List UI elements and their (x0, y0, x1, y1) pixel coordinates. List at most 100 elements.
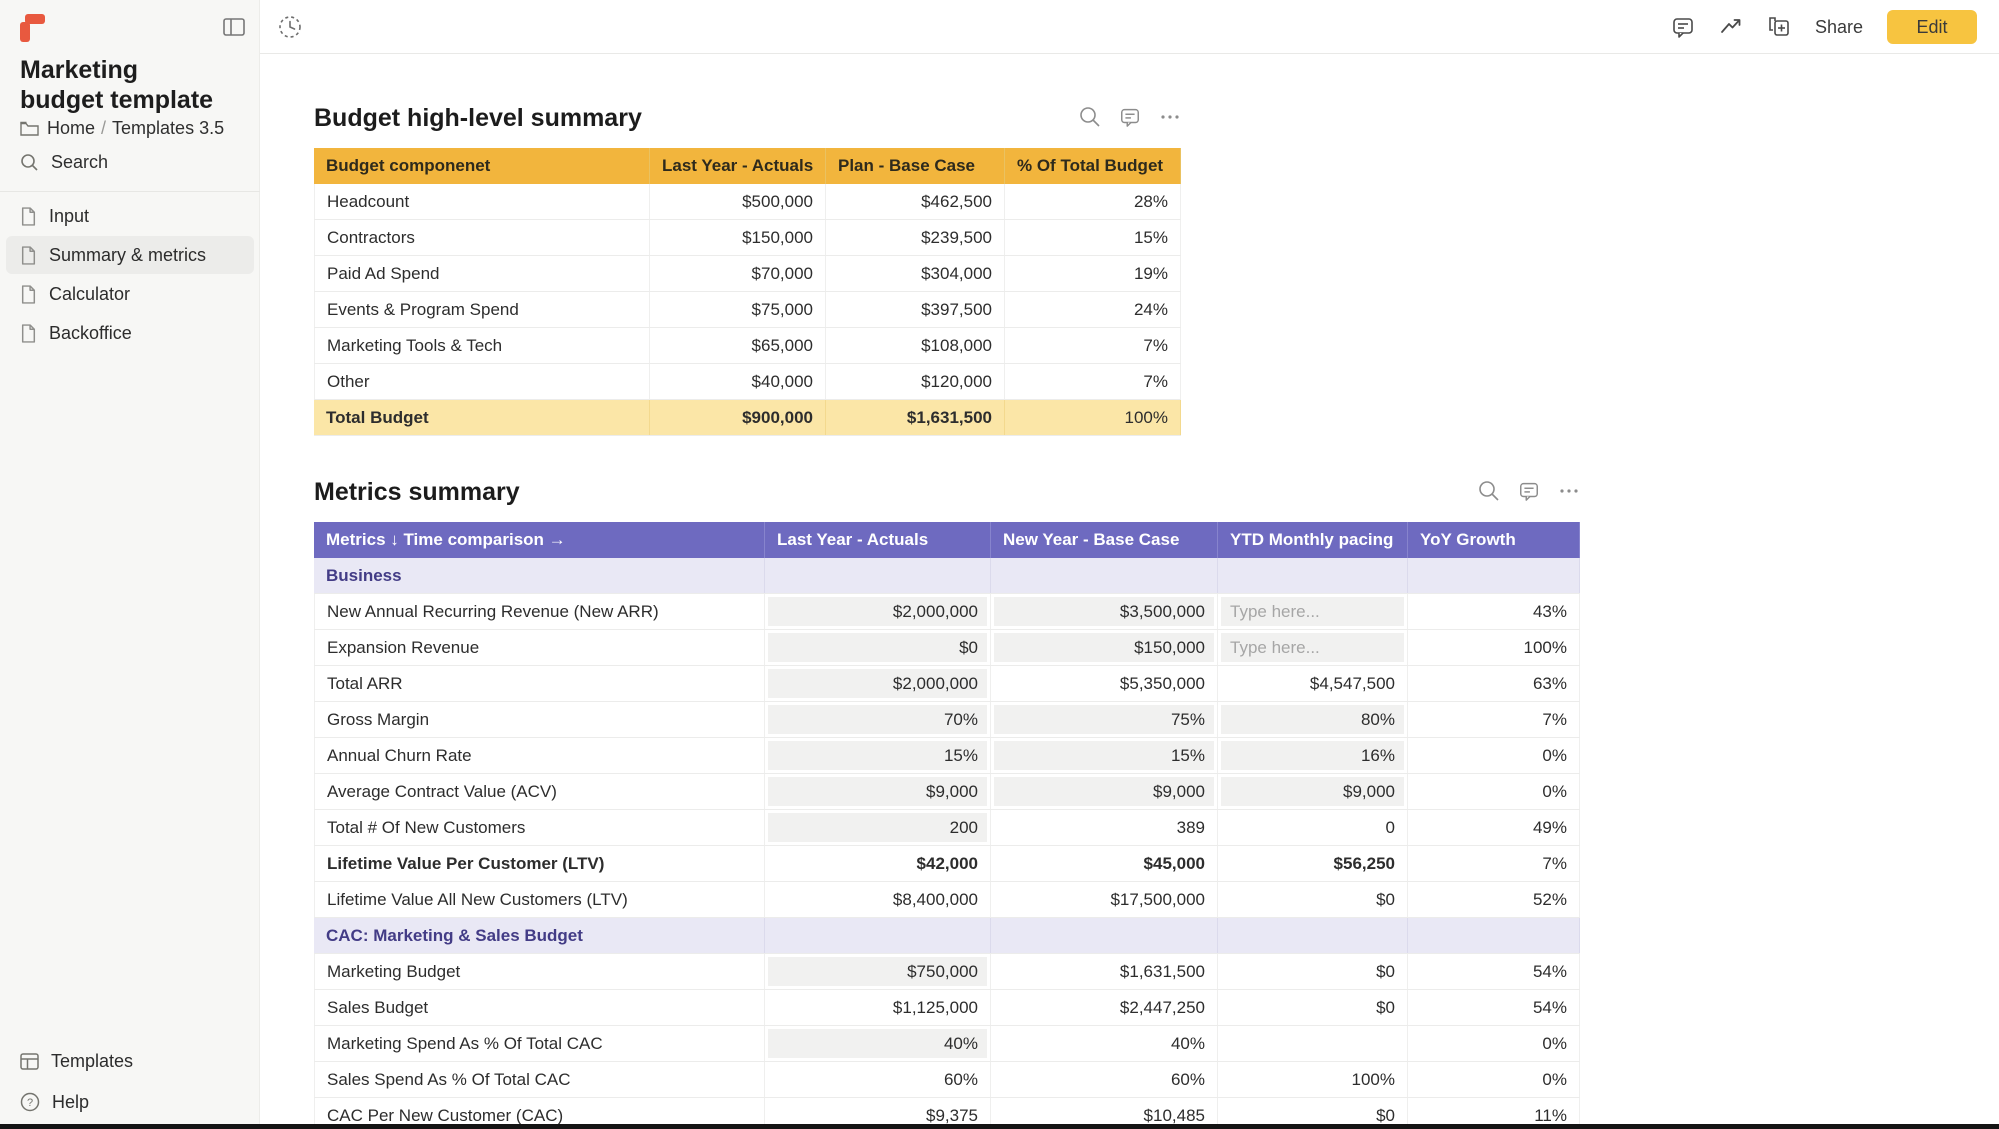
cell[interactable]: 0% (1408, 774, 1580, 809)
cell[interactable]: 100% (1408, 630, 1580, 665)
cell[interactable] (1218, 1026, 1408, 1061)
cell[interactable]: 19% (1005, 256, 1181, 291)
cell[interactable]: Lifetime Value Per Customer (LTV) (314, 846, 765, 881)
cell[interactable]: $750,000 (765, 954, 991, 989)
search-icon[interactable] (1079, 106, 1101, 128)
cell[interactable]: 40% (765, 1026, 991, 1061)
cell[interactable]: 70% (765, 702, 991, 737)
breadcrumb-path[interactable]: Templates 3.5 (112, 118, 225, 138)
cell[interactable]: $1,125,000 (765, 990, 991, 1025)
section-cell[interactable] (991, 918, 1218, 953)
cell[interactable]: 63% (1408, 666, 1580, 701)
cell[interactable]: 0 (1218, 810, 1408, 845)
cell[interactable]: 11% (1408, 1098, 1580, 1129)
column-header[interactable]: Plan - Base Case (826, 148, 1005, 184)
cell[interactable]: 60% (991, 1062, 1218, 1097)
cell[interactable]: $56,250 (1218, 846, 1408, 881)
cell[interactable]: Marketing Tools & Tech (314, 328, 650, 363)
cell[interactable]: Sales Budget (314, 990, 765, 1025)
cell[interactable]: Total ARR (314, 666, 765, 701)
cell[interactable]: 75% (991, 702, 1218, 737)
cell-input-placeholder[interactable]: Type here... (1221, 633, 1404, 662)
cell[interactable]: $10,485 (991, 1098, 1218, 1129)
cell[interactable]: $397,500 (826, 292, 1005, 327)
cell[interactable]: $0 (765, 630, 991, 665)
cell[interactable]: $2,447,250 (991, 990, 1218, 1025)
cell[interactable]: 24% (1005, 292, 1181, 327)
cell[interactable]: $0 (1218, 1098, 1408, 1129)
cell[interactable]: 7% (1408, 846, 1580, 881)
cell-input[interactable]: 200 (768, 813, 987, 842)
cell[interactable]: $150,000 (650, 220, 826, 255)
cell[interactable]: $9,000 (991, 774, 1218, 809)
cell[interactable]: $9,000 (1218, 774, 1408, 809)
share-button[interactable]: Share (1814, 16, 1863, 37)
cell-input[interactable]: $9,000 (994, 777, 1214, 806)
cell[interactable]: 15% (991, 738, 1218, 773)
cell[interactable]: $9,000 (765, 774, 991, 809)
cell[interactable]: Annual Churn Rate (314, 738, 765, 773)
edit-button[interactable]: Edit (1887, 10, 1977, 44)
cell[interactable]: $70,000 (650, 256, 826, 291)
cell[interactable]: $1,631,500 (991, 954, 1218, 989)
cell-input[interactable]: 40% (768, 1029, 987, 1058)
cell[interactable]: New Annual Recurring Revenue (New ARR) (314, 594, 765, 629)
cell[interactable]: Marketing Budget (314, 954, 765, 989)
cell-input[interactable]: 15% (994, 741, 1214, 770)
cell[interactable]: $17,500,000 (991, 882, 1218, 917)
cell-input[interactable]: $3,500,000 (994, 597, 1214, 626)
cell[interactable]: 0% (1408, 1062, 1580, 1097)
cell[interactable]: 200 (765, 810, 991, 845)
sidebar-item-calculator[interactable]: Calculator (6, 275, 254, 313)
cell[interactable]: $0 (1218, 990, 1408, 1025)
breadcrumb[interactable]: Home / Templates 3.5 (20, 118, 224, 139)
cell[interactable]: Events & Program Spend (314, 292, 650, 327)
cell-input[interactable]: 70% (768, 705, 987, 734)
cell[interactable]: Average Contract Value (ACV) (314, 774, 765, 809)
cell[interactable]: 28% (1005, 184, 1181, 219)
cell[interactable]: 0% (1408, 1026, 1580, 1061)
sidebar-item-backoffice[interactable]: Backoffice (6, 314, 254, 352)
cell-input[interactable]: $0 (768, 633, 987, 662)
cell-input[interactable]: 15% (768, 741, 987, 770)
cell[interactable]: CAC Per New Customer (CAC) (314, 1098, 765, 1129)
cell-input[interactable]: $2,000,000 (768, 597, 987, 626)
cell[interactable]: $8,400,000 (765, 882, 991, 917)
section-cell[interactable]: CAC: Marketing & Sales Budget (314, 918, 765, 953)
cell[interactable]: 52% (1408, 882, 1580, 917)
cell[interactable]: $900,000 (650, 400, 826, 435)
cell[interactable]: $304,000 (826, 256, 1005, 291)
section-cell[interactable] (1408, 918, 1580, 953)
cell[interactable]: Sales Spend As % Of Total CAC (314, 1062, 765, 1097)
cell-input[interactable]: 16% (1221, 741, 1404, 770)
column-header[interactable]: Last Year - Actuals (765, 522, 991, 558)
section-cell[interactable] (765, 558, 991, 593)
breadcrumb-home[interactable]: Home (47, 118, 96, 138)
cell[interactable]: $9,375 (765, 1098, 991, 1129)
cell[interactable]: Contractors (314, 220, 650, 255)
cell-input[interactable]: $9,000 (1221, 777, 1404, 806)
more-icon[interactable] (1159, 106, 1181, 128)
column-header[interactable]: YTD Monthly pacing (1218, 522, 1408, 558)
cell[interactable]: 54% (1408, 990, 1580, 1025)
cell[interactable]: 0% (1408, 738, 1580, 773)
cell[interactable]: 100% (1218, 1062, 1408, 1097)
cell[interactable]: $500,000 (650, 184, 826, 219)
cell[interactable]: 15% (1005, 220, 1181, 255)
cell[interactable]: $45,000 (991, 846, 1218, 881)
cell[interactable]: 60% (765, 1062, 991, 1097)
cell[interactable]: 40% (991, 1026, 1218, 1061)
cell[interactable]: Headcount (314, 184, 650, 219)
cell-input[interactable]: $750,000 (768, 957, 987, 986)
cell-input[interactable]: $2,000,000 (768, 669, 987, 698)
cell[interactable]: Marketing Spend As % Of Total CAC (314, 1026, 765, 1061)
cell[interactable]: $2,000,000 (765, 666, 991, 701)
cell[interactable]: $150,000 (991, 630, 1218, 665)
cell[interactable]: $239,500 (826, 220, 1005, 255)
duplicate-icon[interactable] (1767, 15, 1791, 39)
column-header[interactable]: Last Year - Actuals (650, 148, 826, 184)
sidebar-collapse-icon[interactable] (222, 16, 246, 40)
cell[interactable]: $0 (1218, 882, 1408, 917)
section-cell[interactable] (991, 558, 1218, 593)
cell[interactable]: 16% (1218, 738, 1408, 773)
